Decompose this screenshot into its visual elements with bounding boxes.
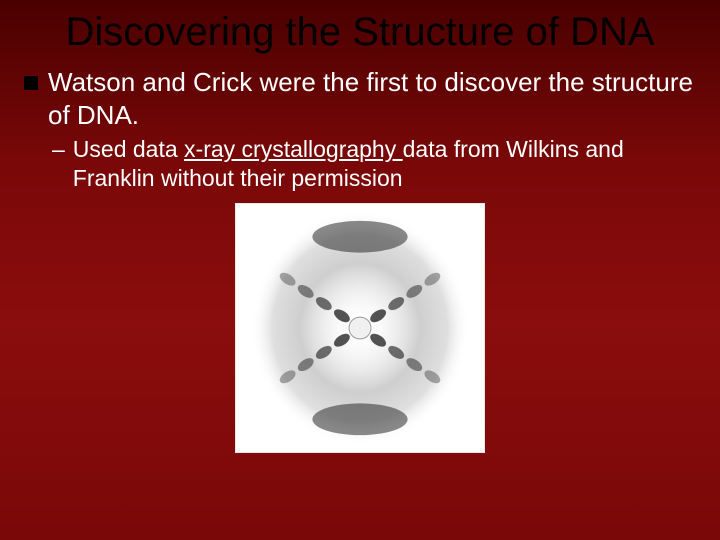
slide-title: Discovering the Structure of DNA xyxy=(64,10,656,54)
dash-bullet-icon: – xyxy=(52,135,65,164)
bullet-2-underlined: x-ray crystallography xyxy=(184,136,403,162)
bullet-2-pre: Used data xyxy=(73,136,184,162)
bullet-level-1: Watson and Crick were the first to disco… xyxy=(24,66,696,131)
bullet-1-text: Watson and Crick were the first to disco… xyxy=(48,66,696,131)
xray-diffraction-figure xyxy=(235,203,485,453)
figure-container xyxy=(24,203,696,453)
bullet-2-text: Used data x-ray crystallography data fro… xyxy=(73,135,696,193)
square-bullet-icon xyxy=(24,76,38,90)
bullet-level-2: – Used data x-ray crystallography data f… xyxy=(52,135,696,193)
slide: Discovering the Structure of DNA Watson … xyxy=(0,0,720,540)
